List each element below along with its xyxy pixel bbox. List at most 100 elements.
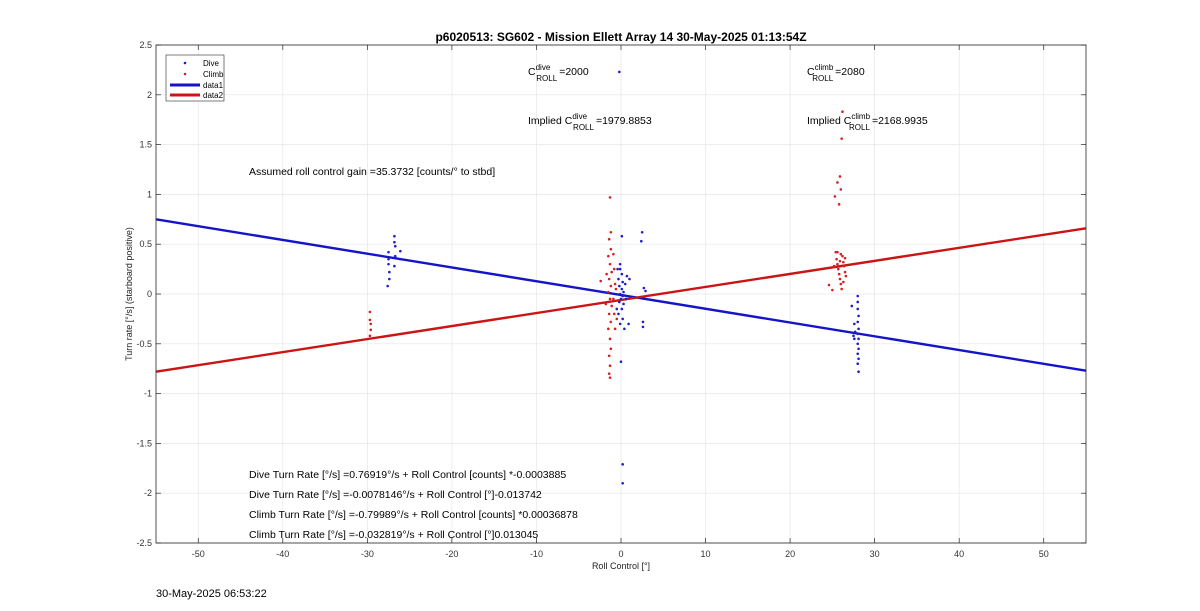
dive-point [618,284,621,288]
climb-point [608,196,612,199]
dive-point [625,274,629,278]
generated-timestamp: 30-May-2025 06:53:22 [156,588,267,600]
climb-point [607,254,610,258]
dive-point [620,234,624,238]
climb-point [608,262,612,266]
dive-point [618,300,621,304]
dive-point [618,70,621,74]
dive-point [399,257,402,261]
dive-point [856,307,860,311]
y-tick-label: 0.5 [139,239,152,249]
climb-point [368,318,372,322]
dive-point [620,307,624,311]
dive-point [852,334,855,338]
dive-point [856,352,860,356]
climb-point [608,337,612,341]
climb-point [614,287,618,291]
dive-point [618,292,622,296]
climb-point [842,260,845,264]
climb-point [835,257,838,261]
climb-point [839,252,843,256]
dive-point [621,280,624,284]
x-tick-label: -40 [276,549,289,559]
climb-point [836,250,839,254]
dive-point [627,322,630,326]
dive-point [857,357,860,361]
climb-point [840,137,843,140]
y-tick-label: -1 [144,389,152,399]
dive-equation-degrees: Dive Turn Rate [°/s] =-0.0078146°/s + Ro… [249,489,542,501]
climb-point [841,254,844,258]
dive-point [620,287,624,291]
climb-point [832,264,836,268]
climb-point [368,334,372,338]
climb-point [609,284,613,288]
c-roll-climb-annotation: Cclimb ROLL=2080 [807,63,865,83]
dive-point [856,320,860,324]
climb-point [607,290,610,294]
dive-point [393,264,396,268]
dive-point [857,370,860,373]
dive-point [853,337,856,341]
climb-point [833,195,837,198]
chart-title: p6020513: SG602 - Mission Ellett Array 1… [435,30,806,44]
x-tick-label: 20 [785,549,795,559]
implied-c-roll-dive-annotation: Implied Cdive ROLL=1979.8853 [528,112,652,132]
x-tick-label: 0 [618,549,623,559]
y-tick-label: -2 [144,488,152,498]
climb-point [838,175,842,178]
dive-point [387,262,390,266]
climb-point [839,282,843,286]
climb-point [836,267,840,271]
dive-point [393,244,397,248]
dive-point [615,307,619,311]
dive-point [623,282,627,286]
dive-point [639,239,643,243]
x-tick-label: -50 [192,549,205,559]
dive-point [856,300,860,304]
x-tick-label: -10 [530,549,543,559]
climb-point [837,203,841,206]
x-tick-label: 10 [701,549,711,559]
dive-point [399,249,402,253]
climb-point [836,262,839,266]
dive-point [857,347,860,351]
climb-point [612,297,615,301]
dive-point [857,327,860,331]
x-axis-label: Roll Control [°] [592,561,650,571]
legend-dive-label: Dive [203,59,220,68]
scatter-points [368,70,860,485]
climb-point [607,237,611,241]
climb-point [608,364,612,368]
x-tick-label: 40 [954,549,964,559]
climb-point [831,288,834,292]
climb-point [604,302,608,306]
dive-point [387,250,390,254]
climb-point [612,267,616,271]
dive-point [620,272,624,276]
dive-point [641,320,645,324]
climb-point [609,320,613,324]
climb-point [368,310,372,314]
climb-point [607,327,610,331]
y-axis-label: Turn rate [°/s] (starboard positive) [124,227,134,361]
climb-point [843,270,847,274]
dive-point [642,286,646,290]
climb-point [842,264,846,268]
climb-point [613,327,617,331]
climb-point [608,297,612,301]
climb-point [608,376,612,379]
legend-dive-marker [183,61,187,65]
climb-point [610,270,613,274]
climb-point [612,312,616,316]
dive-point [617,312,620,316]
dive-point [621,481,624,485]
dive-point [856,342,860,346]
dive-point [388,270,391,274]
dive-point [628,277,631,281]
climb-point [607,312,611,316]
dive-point [641,325,645,329]
legend-climb-marker [183,72,187,76]
climb-point [839,188,843,191]
climb-point [610,304,613,308]
